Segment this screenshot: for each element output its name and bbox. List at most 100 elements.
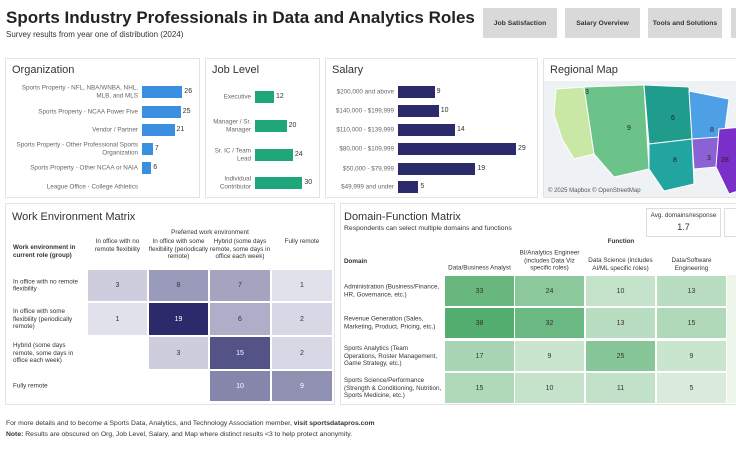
- subtitle: Respondents can select multiple domains …: [344, 225, 512, 232]
- row-label: Sports Science/Performance (Strength & C…: [344, 376, 442, 399]
- column-group: Preferred work environment: [171, 229, 249, 236]
- button-partial[interactable]: [731, 8, 736, 38]
- row-header: Work environment in current role (group): [13, 244, 76, 259]
- work-environment-panel: Work Environment Matrix Preferred work en…: [5, 203, 335, 405]
- footer-text: Note:: [6, 431, 24, 438]
- category-label: Individual Contributor: [219, 175, 251, 191]
- heat-cell: 17: [444, 340, 515, 372]
- value-label: 25: [182, 108, 191, 115]
- region-value: 9: [627, 125, 631, 132]
- heat-cell: 9: [271, 370, 333, 402]
- bar: [142, 143, 153, 155]
- value-label: 7: [154, 145, 159, 152]
- category-label: Sports Property - NCAA Power Five: [38, 108, 138, 116]
- region: [648, 138, 695, 192]
- row-label: Fully remote: [13, 382, 48, 390]
- nav-button[interactable]: Job Satisfaction: [483, 8, 557, 38]
- category-label: Sports Property - Other Professional Spo…: [16, 141, 138, 157]
- value-label: 30: [304, 179, 313, 186]
- category-label: $50,000 - $79,999: [342, 165, 394, 173]
- heat-cell: 3: [148, 336, 209, 370]
- row-label: Sports Analytics (Team Operations, Roste…: [344, 344, 438, 367]
- heat-cell: 3: [87, 269, 148, 302]
- region: [715, 127, 736, 195]
- heat-cell: 9: [514, 340, 585, 372]
- column-partial: [727, 275, 736, 403]
- row-label: Administration (Business/Finance, HR, Go…: [344, 283, 440, 299]
- value-label: 21: [176, 126, 185, 133]
- value-label: 24: [294, 151, 303, 158]
- job-level-panel: Job Level Executive 12 Manager / Sr. Manage…: [205, 58, 320, 198]
- category-label: $80,000 - $109,999: [339, 145, 394, 153]
- stat-box: Avg. domains/response 1.7: [646, 208, 721, 237]
- nav-button[interactable]: Tools and Solutions: [648, 8, 722, 38]
- value-label: 12: [275, 93, 284, 100]
- footer-line: Note: Results are obscured on Org, Job L…: [6, 431, 352, 438]
- heat-cell: 1: [271, 269, 333, 302]
- bar: [398, 181, 419, 193]
- heat-cell: 25: [585, 340, 656, 372]
- row-label: In office with no remote flexibility: [13, 278, 78, 293]
- category-label: Sports Property - Other NCAA or NAIA: [30, 164, 138, 172]
- column-header: Fully remote: [284, 238, 320, 245]
- bar: [255, 177, 303, 189]
- region-value: 8: [673, 157, 677, 164]
- footer-text: For more details and to become a Sports …: [6, 420, 294, 427]
- category-label: Vendor / Partner: [92, 126, 138, 134]
- heat-cell: 11: [585, 372, 656, 404]
- heat-cell: 38: [444, 307, 515, 339]
- category-label: Sports Property - NFL, NBA/WNBA, NHL, ML…: [21, 84, 138, 100]
- value-label: 14: [456, 126, 465, 133]
- column-header: Data/Software Engineering: [671, 257, 712, 272]
- bar: [255, 120, 287, 132]
- footer-line: For more details and to become a Sports …: [6, 420, 375, 427]
- row-label: Revenue Generation (Sales, Marketing, Pr…: [344, 315, 436, 331]
- link[interactable]: visit sportsdatapros.com: [293, 420, 375, 427]
- panel-title: Work Environment Matrix: [12, 211, 136, 223]
- category-label: Sr. IC / Team Lead: [214, 147, 251, 163]
- column-header: Data Science (includes AI/ML specific ro…: [588, 257, 653, 272]
- category-label: League Office - College Athletics: [46, 183, 138, 191]
- column-header: In office with no remote flexibility: [94, 238, 141, 253]
- bar: [142, 162, 152, 174]
- panel-title: Regional Map: [550, 64, 618, 76]
- bar: [142, 124, 175, 136]
- value-label: 19: [477, 165, 486, 172]
- value-label: 5: [420, 183, 425, 190]
- row-header: Domain: [344, 258, 368, 265]
- panel-title: Salary: [332, 64, 364, 76]
- heat-cell: 13: [585, 307, 656, 339]
- heat-cell: 2: [271, 302, 333, 336]
- heat-cell: 10: [209, 370, 271, 402]
- heat-cell: 9: [656, 340, 727, 372]
- map-panel: Regional Map 3 9 6 8 8 3 28 © 2025 Mapbox © Ope…: [543, 58, 736, 198]
- category-label: $110,000 - $139,999: [336, 126, 394, 134]
- region-value: 3: [585, 89, 589, 96]
- domain-function-panel: Domain-Function Matrix Respondents can se…: [340, 203, 736, 405]
- salary-panel: Salary $200,000 and above 9 $140,000 - $199…: [325, 58, 538, 198]
- heat-cell: 2: [271, 336, 333, 370]
- heat-cell: 8: [148, 269, 209, 302]
- heat-cell: 7: [209, 269, 271, 302]
- region: [583, 84, 650, 178]
- region-value: 6: [671, 115, 675, 122]
- column-group: Function: [607, 238, 635, 245]
- bar: [142, 106, 181, 118]
- value-label: 6: [153, 164, 158, 171]
- bar: [255, 91, 274, 103]
- heat-cell: 1: [87, 302, 148, 336]
- value-label: 20: [288, 122, 297, 129]
- column-header: Data/Business Analyst: [448, 264, 511, 272]
- bar: [398, 163, 476, 175]
- heat-cell: 6: [209, 302, 271, 336]
- heat-cell: 10: [585, 275, 656, 307]
- heat-cell: 32: [514, 307, 585, 339]
- heat-cell: 10: [514, 372, 585, 404]
- nav-button[interactable]: Salary Overview: [565, 8, 640, 38]
- value-label: 26: [184, 88, 193, 95]
- region-value: 3: [707, 155, 711, 162]
- heat-cell: 19: [148, 302, 209, 336]
- heat-cell: 15: [444, 372, 515, 404]
- heat-cell: 24: [514, 275, 585, 307]
